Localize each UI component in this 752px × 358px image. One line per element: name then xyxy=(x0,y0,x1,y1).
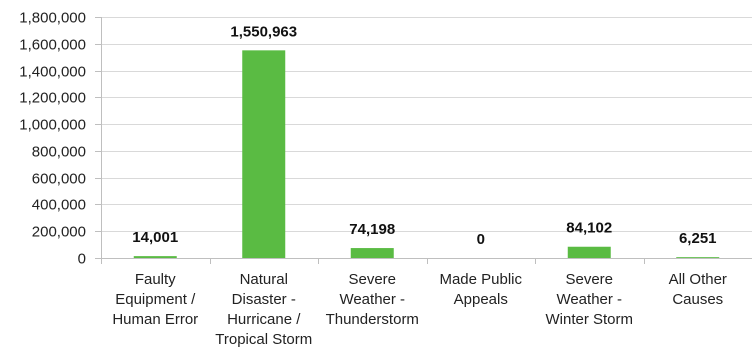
category-label-line: Made Public xyxy=(439,271,522,288)
data-label: 0 xyxy=(477,231,485,248)
category-label-line: Natural xyxy=(240,271,288,288)
category-label: Severe Weather - Winter Storm xyxy=(545,271,633,328)
bars xyxy=(133,50,720,258)
bar xyxy=(676,257,720,258)
category-label-line: Appeals xyxy=(454,291,508,308)
data-label: 74,198 xyxy=(349,221,395,238)
category-label-line: Faulty xyxy=(135,271,176,288)
x-axis-category-labels: Faulty Equipment / Human Error Natural Disas… xyxy=(112,271,727,348)
bar xyxy=(242,50,286,258)
bar xyxy=(567,246,611,258)
y-tick-label: 1,200,000 xyxy=(19,90,86,107)
category-label: Natural Disaster - Hurricane / Tropical Sto… xyxy=(215,271,312,348)
category-label-line: Equipment / xyxy=(115,291,196,308)
bar xyxy=(133,256,177,258)
category-label-line: Disaster - xyxy=(232,291,296,308)
data-labels: 14,001 1,550,963 74,198 0 84,102 6,251 xyxy=(132,23,716,248)
y-tick-label: 1,800,000 xyxy=(19,10,86,27)
category-label-line: Winter Storm xyxy=(545,311,633,328)
category-label-line: Causes xyxy=(672,291,723,308)
category-label-line: All Other xyxy=(669,271,727,288)
category-label-line: Severe xyxy=(565,271,613,288)
data-label: 1,550,963 xyxy=(230,23,297,40)
y-tick-label: 600,000 xyxy=(32,171,86,188)
category-label-line: Tropical Storm xyxy=(215,331,312,348)
data-label: 84,102 xyxy=(566,220,612,237)
y-tick-label: 800,000 xyxy=(32,144,86,161)
category-label-line: Weather - xyxy=(556,291,622,308)
category-label: All Other Causes xyxy=(669,271,727,308)
category-label-line: Weather - xyxy=(339,291,405,308)
category-label: Severe Weather - Thunderstorm xyxy=(326,271,419,328)
y-tick-label: 200,000 xyxy=(32,224,86,241)
y-tick-label: 1,600,000 xyxy=(19,37,86,54)
category-label-line: Human Error xyxy=(112,311,198,328)
category-label-line: Thunderstorm xyxy=(326,311,419,328)
y-tick-label: 0 xyxy=(78,251,86,268)
category-label-line: Severe xyxy=(348,271,396,288)
bar xyxy=(350,248,394,258)
y-tick-label: 1,400,000 xyxy=(19,64,86,81)
gridlines xyxy=(101,17,752,232)
category-label-line: Hurricane / xyxy=(227,311,301,328)
y-axis-tick-labels: 0 200,000 400,000 600,000 800,000 1,000,000 1,… xyxy=(19,10,86,268)
y-tick-label: 400,000 xyxy=(32,197,86,214)
data-label: 6,251 xyxy=(679,230,717,247)
axes xyxy=(95,17,752,264)
y-tick-label: 1,000,000 xyxy=(19,117,86,134)
category-label: Made Public Appeals xyxy=(439,271,522,308)
category-label: Faulty Equipment / Human Error xyxy=(112,271,198,328)
data-label: 14,001 xyxy=(132,229,178,246)
